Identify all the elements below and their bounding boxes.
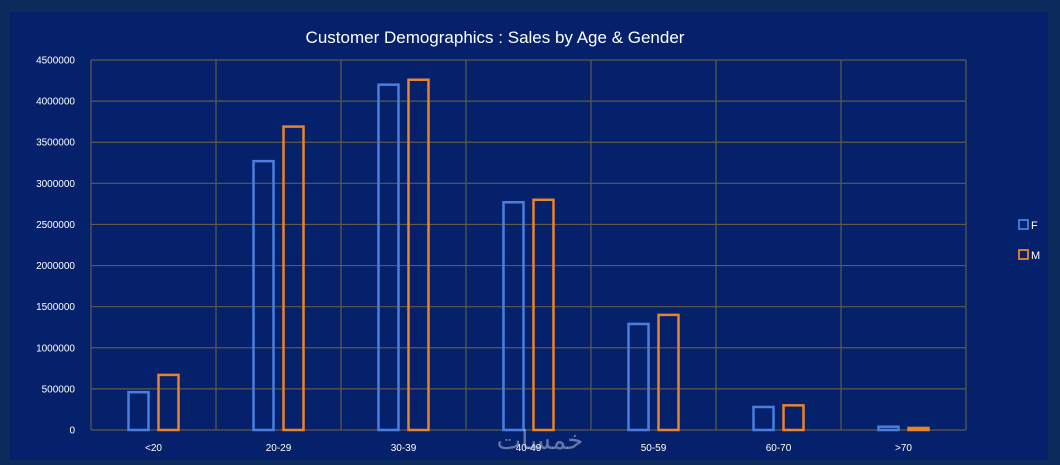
y-axis-ticks: 0 500000 1000000 1500000 2000000 2500000 30000…: [36, 56, 75, 437]
bar-m-4: [657, 313, 680, 432]
y-tick-label: 500000: [42, 384, 76, 395]
bar-m-0: [157, 373, 180, 432]
bar-f-6: [877, 425, 900, 432]
x-tick-label: 60-70: [766, 443, 792, 454]
bar-m-3: [532, 198, 555, 432]
y-tick-label: 0: [69, 426, 75, 437]
x-axis-ticks: <20 20-29 30-39 40-49 50-59 60-70 >70: [145, 443, 912, 454]
y-tick-label: 1500000: [36, 302, 75, 313]
bar-f-4: [627, 322, 650, 432]
y-tick-label: 1000000: [36, 343, 75, 354]
watermark-logo: خمسات: [497, 426, 584, 456]
bar-m-2: [407, 78, 430, 432]
chart-svg: Customer Demographics : Sales by Age & G…: [36, 28, 1040, 456]
bar-m-6: [907, 426, 930, 432]
bar-m-5: [782, 404, 805, 432]
x-tick-label: 50-59: [641, 443, 667, 454]
x-tick-label: 40-49: [516, 443, 542, 454]
bar-layer: [127, 78, 930, 432]
bar-f-2: [377, 83, 400, 432]
grid-layer: [90, 59, 967, 431]
x-tick-label: >70: [895, 443, 912, 454]
x-tick-label: 20-29: [266, 443, 292, 454]
legend-label-f: F: [1031, 220, 1038, 232]
x-tick-label: 30-39: [391, 443, 417, 454]
bar-f-3: [502, 200, 525, 432]
bar-f-1: [252, 159, 275, 432]
chart-area: Customer Demographics : Sales by Age & G…: [10, 12, 1048, 460]
y-tick-label: 2000000: [36, 261, 75, 272]
y-tick-label: 4500000: [36, 56, 75, 67]
bar-f-0: [127, 390, 150, 432]
legend-swatch-m: [1018, 249, 1029, 260]
bar-m-1: [282, 125, 305, 432]
y-tick-label: 3500000: [36, 138, 75, 149]
legend-label-m: M: [1031, 250, 1040, 262]
chart-title: Customer Demographics : Sales by Age & G…: [306, 28, 685, 47]
y-tick-label: 3000000: [36, 179, 75, 190]
legend: FM: [1018, 219, 1040, 262]
y-tick-label: 2500000: [36, 220, 75, 231]
bar-f-5: [752, 405, 775, 432]
legend-swatch-f: [1018, 219, 1029, 230]
x-tick-label: <20: [145, 443, 162, 454]
y-tick-label: 4000000: [36, 97, 75, 108]
